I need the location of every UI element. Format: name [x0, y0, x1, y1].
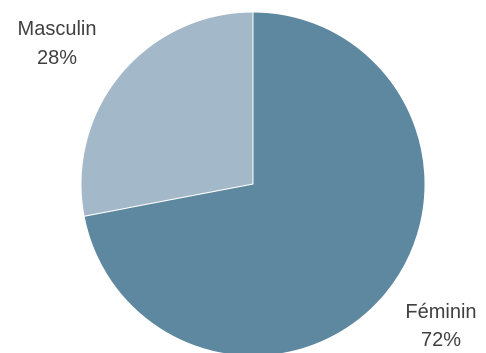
- pie-slice-feminin: [83, 11, 426, 353]
- slice-value-masculin: 28%: [37, 47, 77, 69]
- slice-value-feminin: 72%: [421, 329, 461, 351]
- pie-slice-masculin: [80, 11, 254, 217]
- slice-label-masculin: Masculin: [18, 18, 97, 40]
- slice-label-feminin: Féminin: [405, 301, 476, 323]
- pie-slices: [80, 11, 426, 353]
